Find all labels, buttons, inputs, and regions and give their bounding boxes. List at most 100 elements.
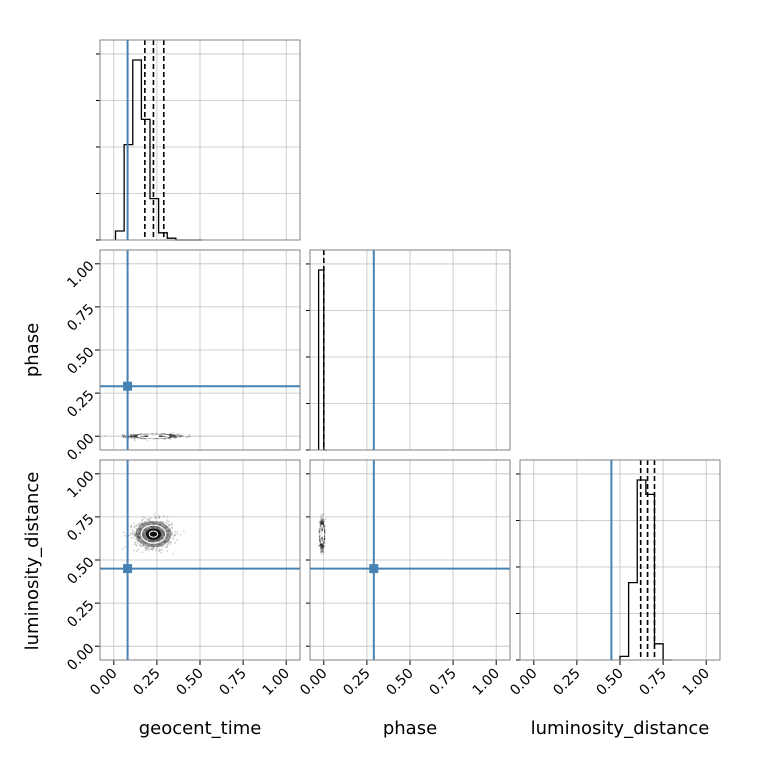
sample-point [154,516,157,519]
bottom-x-labels: geocent_time phase luminosity_distance [139,718,710,739]
sample-point [319,544,321,547]
sample-point [322,518,325,520]
sample-point [158,516,161,519]
sample-point [321,549,324,552]
x-tick-label-geocent_time-2: 0.50 [173,666,206,699]
sample-point [322,546,325,548]
x-tick-label-luminosity_distance-2: 0.50 [593,666,626,699]
sample-point [320,547,322,550]
left-y-labels: phase luminosity_distance [22,323,43,651]
sample-point [130,526,133,529]
contour-inner [148,530,159,538]
sample-point [162,432,165,435]
sample-point [168,437,170,440]
sample-point [130,433,133,436]
sample-point [135,544,137,546]
sample-point [176,539,179,542]
sample-point [158,546,161,549]
sample-point [320,518,323,521]
sample-point [179,533,182,536]
density-core [145,528,162,540]
sample-point [133,534,136,537]
contour-outer [320,524,325,544]
sample-point [124,545,127,548]
sample-point [166,516,169,518]
panel-luminosity_distance-vs-geocent_time: 0.00 0.25 0.50 0.75 1.00 0.00 0.25 0.50 0.75 1.00 [64,459,301,699]
sample-point [320,518,323,520]
sample-point [132,437,135,439]
sample-point [137,523,139,526]
sample-point [161,520,164,523]
x-tick-label-geocent_time-3: 0.75 [217,666,250,699]
sample-point [319,520,321,523]
sample-point [168,523,171,526]
x-tick-label-phase-2: 0.50 [383,666,416,699]
panel-frame [99,39,301,241]
sample-point [122,436,125,439]
sample-point [176,533,179,536]
panel-luminosity_distance-vs-phase: 0.00 0.25 0.50 0.75 1.00 [297,459,511,699]
sample-point [168,438,171,441]
sample-point [163,438,166,441]
sample-point [124,436,127,439]
y-tick-label-phase-0: 0.00 [64,431,97,464]
panel-frame [309,459,511,661]
sample-point [168,524,171,526]
sample-point [174,434,177,436]
y-tick-label-phase-4: 1.00 [64,258,97,291]
sample-point [173,533,176,536]
y-tick-label-luminosity_distance-3: 0.75 [64,511,97,544]
sample-point [142,437,145,440]
x-tick-label-phase-3: 0.75 [427,666,460,699]
sample-point [132,530,135,533]
sample-point [138,522,141,525]
sample-point [164,546,167,549]
sample-point [124,435,127,438]
sample-point [148,549,151,552]
sample-point [155,549,157,552]
sample-point [122,434,125,437]
sample-point [318,522,321,525]
sample-point [179,435,182,438]
panels: 0.000.250.500.751.000.000.250.500.751.00… [64,39,721,699]
sample-point [168,520,170,523]
sample-point [322,551,325,554]
sample-point [129,435,132,438]
sample-point [320,546,322,548]
panel-phase-vs-geocent_time: 0.00 0.25 0.50 0.75 1.00 [64,249,301,464]
sample-point [158,516,160,519]
sample-point [141,437,144,440]
sample-point [135,525,138,527]
sample-point [318,539,321,542]
sample-point [133,541,136,544]
sample-point [146,439,149,442]
sample-point [174,437,177,440]
sample-point [135,524,138,527]
sample-point [322,551,325,553]
sample-point [319,551,322,554]
sample-point [321,519,324,522]
sample-point [163,432,166,435]
sample-point [145,548,148,551]
sample-point [140,432,142,435]
sample-point [323,529,326,532]
sample-point [172,553,175,555]
sample-point [323,531,326,534]
sample-point [321,549,324,551]
sample-point [322,513,325,515]
sample-point [159,432,162,435]
sample-point [320,549,323,551]
sample-point [180,434,183,437]
sample-point [149,547,152,550]
sample-point [323,544,325,547]
sample-point [154,517,156,520]
sample-point [148,519,150,522]
x-tick-label-phase-4: 1.00 [470,666,503,699]
sample-point [323,538,326,541]
sample-point [320,551,323,554]
sample-point [318,535,321,538]
sample-point [320,550,323,553]
sample-point [144,546,147,549]
y-tick-label-phase-3: 0.75 [64,301,97,334]
sample-point [322,519,325,521]
